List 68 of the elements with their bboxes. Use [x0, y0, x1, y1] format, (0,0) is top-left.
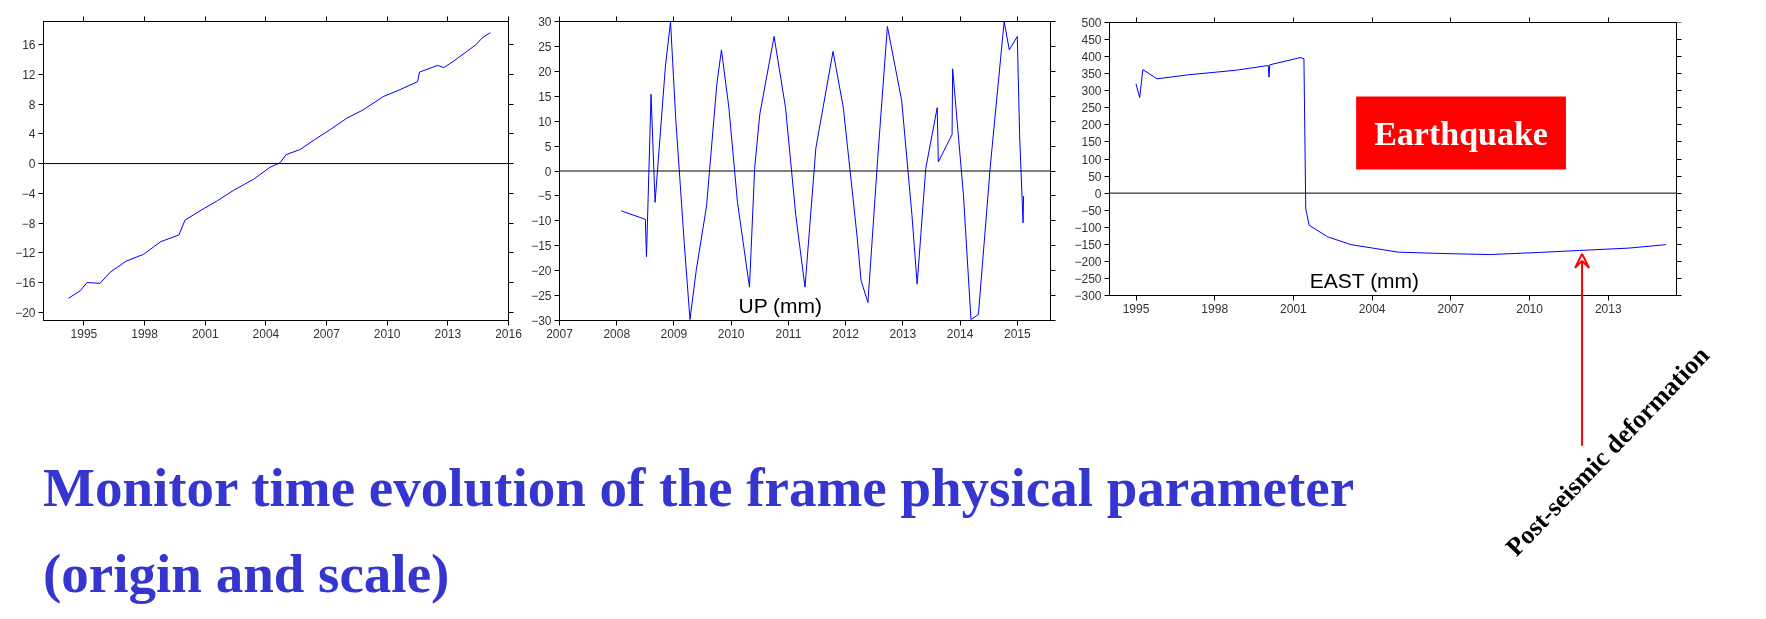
- y-tick-label: 400: [1081, 50, 1102, 65]
- y-tick-label: −100: [1074, 220, 1102, 235]
- x-tick-label: 2007: [546, 326, 574, 341]
- y-tick-label: 12: [22, 67, 36, 82]
- x-tick-label: 2010: [1516, 301, 1544, 316]
- x-tick-label: 2004: [252, 326, 280, 341]
- y-tick-label: −300: [1074, 289, 1102, 303]
- y-tick-label: −5: [537, 189, 552, 204]
- y-tick-label: −10: [531, 214, 552, 229]
- x-tick-label: 2016: [495, 326, 523, 341]
- x-tick-label: 1995: [1122, 301, 1150, 316]
- y-tick-label: 450: [1081, 33, 1102, 48]
- y-tick-label: −150: [1074, 237, 1102, 252]
- annotation: EAST (mm): [1309, 269, 1420, 293]
- y-tick-label: 10: [538, 114, 552, 129]
- y-tick-label: 30: [538, 15, 552, 29]
- y-tick-label: −20: [531, 264, 552, 279]
- y-tick-label: 5: [544, 139, 552, 154]
- y-tick-label: 16: [22, 38, 36, 53]
- x-tick-label: 2013: [434, 326, 462, 341]
- x-tick-label: 2010: [373, 326, 401, 341]
- y-tick-label: −20: [15, 305, 36, 320]
- x-tick-label: 2011: [775, 326, 802, 341]
- y-tick-label: 0: [1094, 186, 1102, 201]
- y-tick-label: −16: [15, 276, 36, 291]
- y-tick-label: 350: [1081, 67, 1102, 82]
- x-tick-label: 2007: [1437, 301, 1465, 316]
- y-tick-label: −30: [531, 314, 552, 328]
- y-tick-label: −25: [531, 289, 552, 304]
- x-tick-label: 2004: [1358, 301, 1386, 316]
- y-tick-label: 20: [538, 64, 552, 79]
- y-tick-label: −15: [531, 239, 552, 254]
- x-tick-label: 2013: [1594, 301, 1622, 316]
- x-tick-label: 1998: [1201, 301, 1229, 316]
- x-tick-label: 2001: [1280, 301, 1308, 316]
- y-tick-label: 300: [1081, 84, 1102, 99]
- x-tick-label: 2015: [1003, 326, 1031, 341]
- annotation: UP (mm): [738, 293, 823, 317]
- y-tick-label: 250: [1081, 101, 1102, 116]
- y-tick-label: −12: [15, 246, 36, 261]
- annotation: Earthquake: [1374, 114, 1548, 152]
- x-tick-label: 2007: [313, 326, 341, 341]
- x-tick-label: 2008: [603, 326, 631, 341]
- x-tick-label: 1995: [70, 326, 98, 341]
- x-tick-label: 2013: [889, 326, 917, 341]
- x-tick-label: 1998: [131, 326, 159, 341]
- y-tick-label: 50: [1088, 169, 1102, 184]
- y-tick-label: 25: [538, 39, 552, 54]
- y-tick-label: 150: [1081, 135, 1102, 150]
- y-tick-label: 15: [538, 89, 552, 104]
- x-tick-label: 2001: [191, 326, 219, 341]
- y-tick-label: −200: [1074, 254, 1102, 269]
- y-tick-label: −4: [21, 186, 36, 201]
- y-tick-label: 200: [1081, 118, 1102, 133]
- text: Monitor time evolution of the frame physical parameter (origin and scale): [43, 456, 1355, 606]
- x-tick-label: 2010: [717, 326, 745, 341]
- y-tick-label: 4: [28, 127, 36, 142]
- x-tick-label: 2012: [832, 326, 860, 341]
- y-tick-label: 8: [28, 97, 36, 112]
- y-tick-label: 500: [1081, 16, 1102, 30]
- y-tick-label: −8: [21, 216, 36, 231]
- y-tick-label: 0: [544, 164, 552, 179]
- y-tick-label: 0: [28, 157, 36, 172]
- x-tick-label: 2014: [946, 326, 974, 341]
- y-tick-label: 100: [1081, 152, 1102, 167]
- y-tick-label: −50: [1081, 203, 1102, 218]
- y-tick-label: −250: [1074, 271, 1102, 286]
- x-tick-label: 2009: [660, 326, 688, 341]
